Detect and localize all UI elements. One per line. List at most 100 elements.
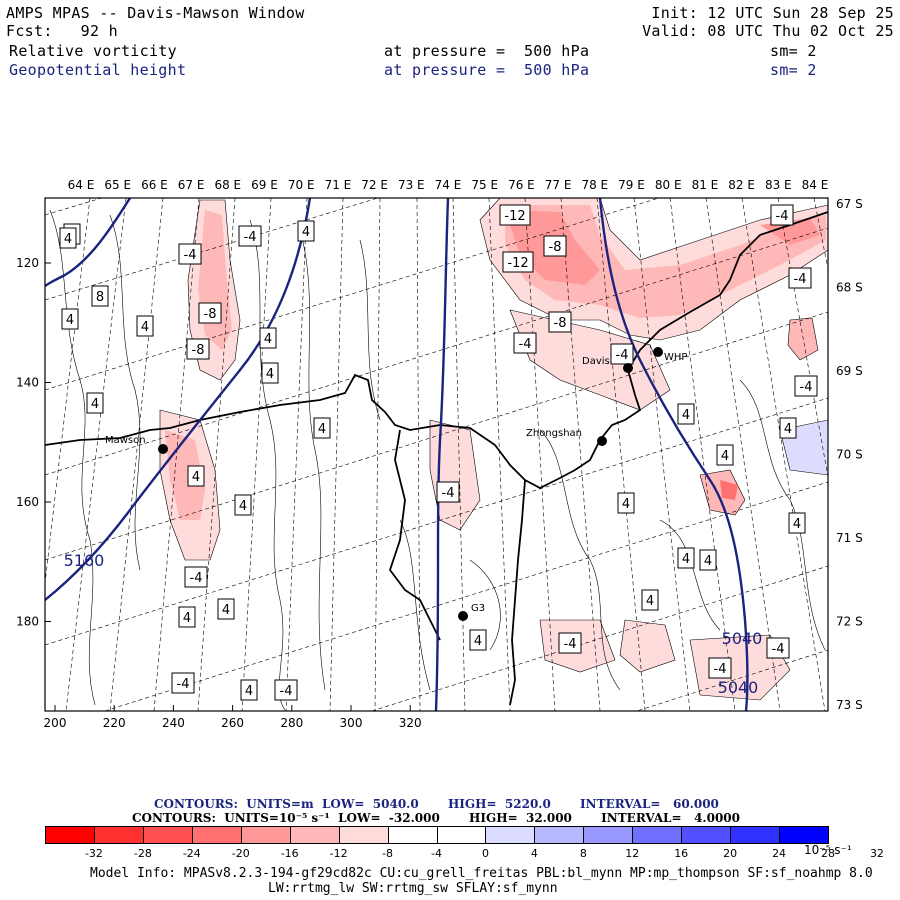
title-line1: AMPS MPAS -- Davis-Mawson Window: [6, 4, 305, 22]
svg-text:-4: -4: [280, 684, 293, 699]
colorbar-tick-label: -32: [84, 847, 103, 860]
colorbar-swatch: [45, 826, 95, 844]
vorticity-value-label: 4: [788, 512, 806, 534]
lon-tick-label: 70 E: [288, 178, 315, 192]
height-value-label: 5160: [64, 551, 105, 570]
vorticity-value-label: -4: [436, 481, 460, 503]
colorbar-tick-label: -20: [231, 847, 250, 860]
colorbar-swatch: [632, 826, 683, 844]
vorticity-contour-info: CONTOURS: UNITS=10⁻⁵ s⁻¹ LOW= -32.000 HI…: [132, 811, 740, 825]
station-mawson: Mawson: [105, 435, 168, 454]
lat-tick-label: 73 S: [836, 698, 863, 712]
lat-tick-label: 69 S: [836, 364, 863, 378]
lon-tick-label: 80 E: [655, 178, 682, 192]
station-marker: [623, 363, 633, 373]
colorbar-tick-label: 8: [579, 847, 587, 860]
lon-tick-label: 79 E: [618, 178, 645, 192]
vorticity-contours: [49, 209, 826, 711]
lat-tick-label: 70 S: [836, 448, 863, 462]
y-tick-label: 120: [16, 256, 39, 270]
colorbar-tick-label: -16: [280, 847, 299, 860]
svg-text:-12: -12: [504, 209, 525, 224]
model-info-line2: LW:rrtmg_lw SW:rrtmg_sw SFLAY:sf_mynn: [268, 881, 558, 896]
x-tick-label: 300: [340, 716, 363, 730]
station-whp: WHP: [653, 347, 687, 363]
field1-level: at pressure = 500 hPa: [384, 42, 590, 60]
lon-tick-label: 73 E: [398, 178, 425, 192]
vorticity-value-label: 4: [716, 444, 734, 466]
svg-text:4: 4: [245, 684, 253, 699]
station-g3: G3: [458, 603, 485, 621]
field1-smooth: sm= 2: [770, 42, 817, 60]
vorticity-value-label: -4: [788, 267, 812, 289]
vorticity-value-label: -12: [499, 204, 531, 226]
svg-text:4: 4: [646, 594, 654, 609]
vorticity-value-label: 4: [779, 417, 797, 439]
x-tick-label: 200: [44, 716, 67, 730]
lon-tick-label: 82 E: [728, 178, 755, 192]
y-tick-label: 160: [16, 495, 39, 509]
lon-tick-label: 81 E: [692, 178, 719, 192]
svg-text:-8: -8: [204, 307, 217, 322]
valid-time: Valid: 08 UTC Thu 02 Oct 25: [642, 22, 894, 40]
colorbar-tick-label: -8: [382, 847, 394, 860]
vorticity-value-label: 4: [297, 220, 315, 242]
vorticity-value-label: 4: [313, 417, 331, 439]
svg-text:4: 4: [183, 611, 191, 626]
latlon-grid: [45, 198, 828, 711]
station-name: WHP: [664, 352, 687, 363]
vorticity-value-label: -4: [794, 375, 818, 397]
lon-tick-label: 67 E: [178, 178, 205, 192]
station-zhongshan: Zhongshan: [526, 428, 607, 446]
svg-text:-4: -4: [177, 677, 190, 692]
lat-tick-label: 71 S: [836, 531, 863, 545]
vorticity-value-label: 4: [217, 598, 235, 620]
lon-tick-label: 64 E: [68, 178, 95, 192]
lon-tick-label: 74 E: [435, 178, 462, 192]
svg-text:8: 8: [96, 290, 104, 305]
svg-text:-4: -4: [519, 337, 532, 352]
vorticity-value-label: -4: [171, 672, 195, 694]
lon-tick-label: 68 E: [214, 178, 241, 192]
field2-name: Geopotential height: [9, 61, 187, 79]
x-tick-label: 240: [162, 716, 185, 730]
lat-tick-label: 72 S: [836, 615, 863, 629]
svg-text:-4: -4: [772, 642, 785, 657]
colorbar-swatch: [338, 826, 389, 844]
svg-text:4: 4: [141, 320, 149, 335]
vorticity-value-label: 4: [259, 327, 277, 349]
vorticity-value-label: 4: [136, 315, 154, 337]
svg-text:-8: -8: [554, 316, 567, 331]
svg-text:4: 4: [192, 470, 200, 485]
x-tick-label: 280: [280, 716, 303, 730]
svg-text:4: 4: [721, 449, 729, 464]
colorbar-tick-label: 12: [625, 847, 640, 860]
vorticity-value-label: 4: [86, 392, 104, 414]
svg-text:-4: -4: [800, 380, 813, 395]
x-tick-label: 220: [103, 716, 126, 730]
svg-text:-4: -4: [794, 272, 807, 287]
svg-text:4: 4: [784, 422, 792, 437]
vorticity-value-label: -8: [198, 302, 222, 324]
svg-text:-4: -4: [776, 209, 789, 224]
colorbar-swatch: [681, 826, 732, 844]
field2-smooth: sm= 2: [770, 61, 817, 79]
colorbar-tick-label: -4: [431, 847, 442, 860]
x-tick-label: 320: [399, 716, 422, 730]
lon-tick-label: 66 E: [141, 178, 168, 192]
vorticity-value-label: 4: [178, 606, 196, 628]
colorbar-tick-label: 32: [869, 847, 884, 860]
vorticity-value-label: -4: [558, 632, 582, 654]
vorticity-value-label: 4: [240, 679, 258, 701]
svg-text:-8: -8: [549, 240, 562, 255]
vorticity-value-label: -8: [543, 235, 567, 257]
vorticity-value-label: 4: [641, 589, 659, 611]
vorticity-value-label: 4: [699, 549, 717, 571]
svg-text:4: 4: [64, 232, 72, 247]
station-marker: [653, 347, 663, 357]
forecast-hour: Fcst: 92 h: [6, 22, 118, 40]
model-info-line1: Model Info: MPASv8.2.3-194-gf29cd82c CU:…: [90, 866, 873, 881]
vorticity-value-label: -4: [513, 332, 537, 354]
station-name: Mawson: [105, 435, 146, 446]
